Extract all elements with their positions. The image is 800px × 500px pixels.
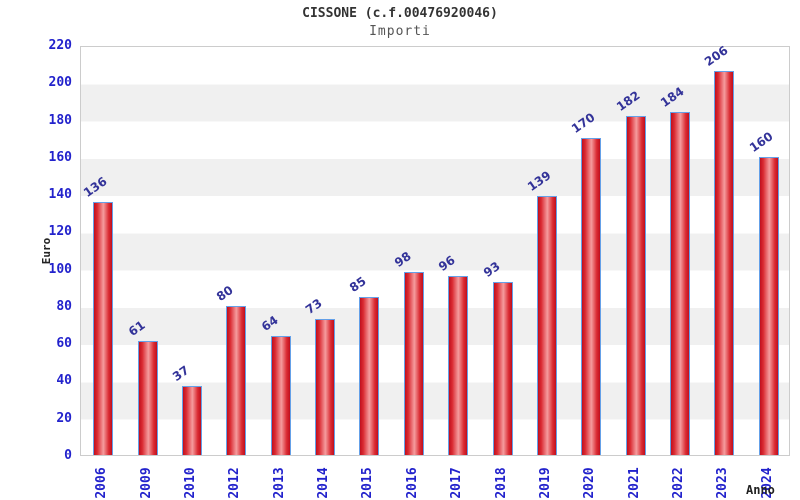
bar-2018	[492, 281, 513, 455]
y-tick-180: 180	[48, 112, 72, 128]
bar-2014	[315, 318, 336, 455]
y-tick-140: 140	[48, 187, 72, 203]
bar-2015	[359, 296, 380, 455]
x-tick-2022: 2022	[671, 467, 687, 499]
x-tick-2009: 2009	[138, 467, 154, 499]
bar-2019	[536, 195, 557, 455]
bar-2013	[270, 335, 291, 455]
y-tick-200: 200	[48, 75, 72, 91]
y-tick-100: 100	[48, 261, 72, 277]
x-tick-2010: 2010	[182, 467, 198, 499]
plot-area	[80, 46, 790, 456]
y-tick-80: 80	[56, 298, 72, 314]
bar-2016	[403, 272, 424, 455]
chart-subtitle: Importi	[369, 24, 431, 39]
y-tick-220: 220	[48, 38, 72, 53]
bar-2020	[581, 138, 602, 455]
bar-2022	[670, 112, 691, 455]
bar-2009	[137, 341, 158, 455]
y-tick-120: 120	[48, 224, 72, 240]
x-tick-2012: 2012	[227, 467, 243, 499]
x-tick-2018: 2018	[493, 467, 509, 499]
y-tick-60: 60	[56, 336, 72, 352]
bar-2017	[448, 276, 469, 455]
x-tick-2013: 2013	[271, 467, 287, 499]
bar-2024	[758, 156, 779, 455]
bar-2021	[625, 115, 646, 455]
x-tick-2006: 2006	[94, 467, 110, 499]
chart-title: CISSONE (c.f.00476920046)	[302, 6, 498, 21]
y-tick-40: 40	[56, 373, 72, 389]
x-tick-2020: 2020	[582, 467, 598, 499]
x-tick-2014: 2014	[316, 467, 332, 499]
y-tick-160: 160	[48, 149, 72, 165]
x-tick-2023: 2023	[715, 467, 731, 499]
y-tick-20: 20	[56, 410, 72, 426]
x-axis-title: Anno	[746, 483, 775, 497]
y-tick-0: 0	[64, 448, 72, 463]
bar-2012	[226, 305, 247, 455]
x-tick-2019: 2019	[537, 467, 553, 499]
x-tick-2017: 2017	[449, 467, 465, 499]
bar-2006	[93, 201, 114, 455]
bar-2023	[714, 71, 735, 455]
x-tick-2021: 2021	[626, 467, 642, 499]
x-tick-2015: 2015	[360, 467, 376, 499]
bar-2010	[181, 386, 202, 455]
x-tick-2016: 2016	[404, 467, 420, 499]
